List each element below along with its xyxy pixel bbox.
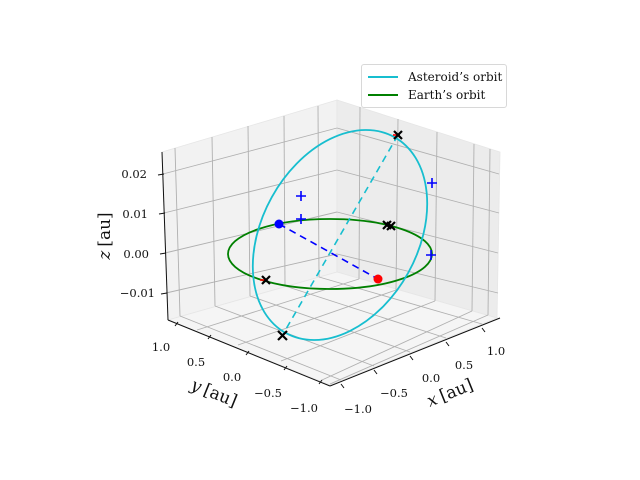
descending-node-marker <box>373 274 383 284</box>
z-tick: 0.01 <box>122 207 148 221</box>
z-tick: 0.00 <box>123 247 149 261</box>
y-tick: −0.5 <box>254 386 282 400</box>
plus-markers <box>296 178 437 260</box>
x-tick-labels: −1.0 −0.5 0.0 0.5 1.0 <box>344 344 505 416</box>
plus-marker <box>296 214 306 224</box>
floor-pane <box>166 271 499 386</box>
y-tick: −1.0 <box>290 401 318 415</box>
x-marker <box>382 220 396 231</box>
legend-item-asteroid: Asteroid’s orbit <box>368 68 502 86</box>
y-tick: 1.0 <box>152 340 170 354</box>
plus-marker <box>426 250 436 260</box>
axis-lines <box>157 151 501 389</box>
z-tick: 0.02 <box>121 167 147 181</box>
x-tick: −1.0 <box>344 402 372 416</box>
legend-label: Asteroid’s orbit <box>408 70 503 84</box>
legend-item-earth: Earth’s orbit <box>368 86 485 104</box>
x-tick: 1.0 <box>487 344 505 358</box>
z-axis-line <box>161 151 169 321</box>
y-tick-labels: 1.0 0.5 0.0 −0.5 −1.0 <box>152 340 318 415</box>
legend-swatch-asteroid <box>368 76 398 78</box>
x-marker <box>261 275 271 285</box>
line-of-nodes <box>278 223 379 280</box>
apsides-line <box>281 134 399 337</box>
z-tick: −0.01 <box>120 286 155 300</box>
x-tick: −0.5 <box>380 386 408 400</box>
x-markers <box>261 130 403 341</box>
plus-marker <box>296 191 306 201</box>
plus-marker <box>427 178 437 188</box>
grid <box>162 105 500 385</box>
x-tick: 0.0 <box>422 371 440 385</box>
svg-text:z[au]: z[au] <box>95 212 115 260</box>
y-tick: 0.0 <box>223 370 241 384</box>
x-marker <box>393 130 403 140</box>
legend-label: Earth’s orbit <box>408 88 486 102</box>
z-tick-labels: 0.02 0.01 0.00 −0.01 <box>120 167 155 300</box>
legend-swatch-earth <box>368 94 398 96</box>
x-marker <box>277 330 288 341</box>
y-tick: 0.5 <box>187 355 205 369</box>
panes <box>161 99 501 386</box>
x-tick: 0.5 <box>455 358 473 372</box>
ascending-node-marker <box>274 219 284 229</box>
z-axis-label: z[au] <box>95 212 115 260</box>
legend: Asteroid’s orbit Earth’s orbit <box>361 64 507 108</box>
x-axis-line <box>329 317 501 387</box>
y-axis-line <box>167 319 331 387</box>
earth-orbit <box>227 218 433 290</box>
